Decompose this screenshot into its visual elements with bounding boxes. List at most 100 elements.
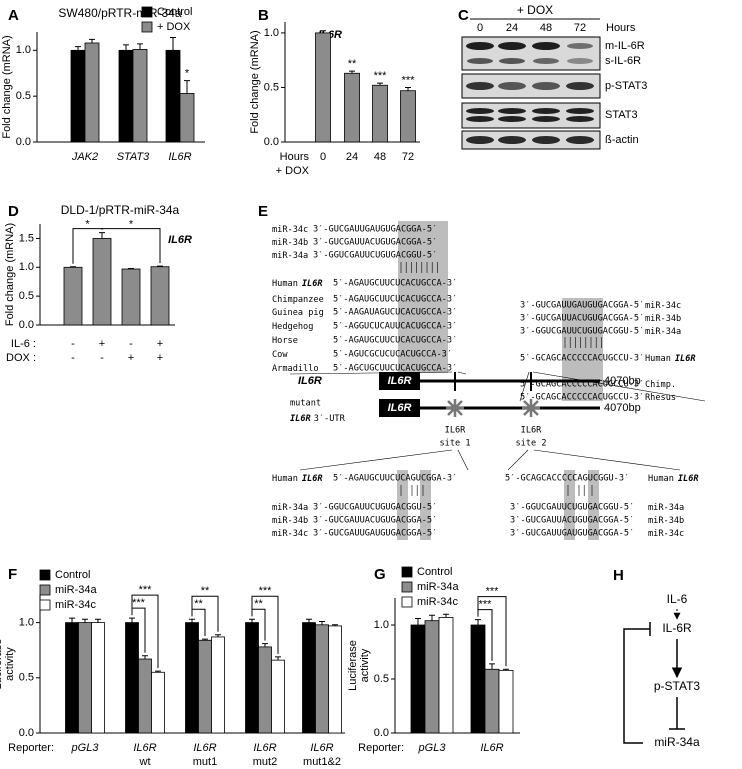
species-name: miR-34b: [272, 238, 308, 248]
y-tick-label: 1.0: [264, 27, 279, 39]
error-bar: [99, 232, 105, 239]
mutation-highlight: [397, 470, 408, 540]
bar: [84, 42, 100, 143]
error-bar: [306, 618, 312, 623]
sequence: 3′-GUCGAUUACUGUGACGGA-5′: [510, 516, 634, 526]
row-label: Chimpanzee: [272, 295, 324, 305]
legend-label: Control: [157, 6, 192, 18]
gene-label: IL6R: [298, 375, 322, 387]
error-bar: [202, 638, 208, 641]
band-label: s-IL-6R: [605, 55, 641, 67]
row-label: Cow: [272, 350, 288, 360]
species-name: miR-34b: [645, 314, 681, 324]
bar: [302, 622, 316, 734]
y-axis-label: Fold change (mRNA): [1, 35, 13, 138]
site-name: site 1: [439, 439, 470, 449]
blot-box: [461, 36, 601, 71]
condition-name: IL-6 :: [11, 338, 36, 350]
y-tick-label: 0.0: [374, 727, 389, 739]
error-bar: [184, 80, 190, 94]
y-tick-label: 0.5: [16, 90, 31, 102]
species-name: Chimpanzee: [272, 295, 324, 305]
error-bar: [70, 266, 76, 268]
error-bar: [320, 30, 326, 33]
condition-mark: -: [100, 352, 104, 364]
species-name: miR-34c: [272, 529, 308, 539]
bar: [438, 617, 454, 734]
bar: [410, 624, 426, 734]
x-axis-label: + DOX: [276, 165, 310, 177]
x-tick-label: IL6R: [480, 742, 503, 754]
error-bar: [170, 37, 176, 51]
bar: [372, 84, 388, 143]
legend-label: + DOX: [157, 21, 191, 33]
significance-label: *: [85, 219, 90, 231]
y-tick-label: 0.0: [264, 136, 279, 148]
blot-box: [461, 102, 601, 129]
panel-label: B: [258, 7, 269, 24]
sequence: 5′-AGAUGCUUCUCACUGCCA-3′: [333, 336, 457, 346]
inhibition-arrow: [669, 697, 685, 730]
row-label: miR-34a: [272, 251, 308, 261]
bar: [484, 668, 500, 734]
legend-swatch: [401, 596, 413, 608]
species-name: miR-34b: [648, 516, 684, 526]
sequence: 3′-GUCGAUUGAUGUGACGGA-5′: [313, 529, 437, 539]
y-tick-label: 1.5: [19, 232, 34, 244]
error-bar: [89, 38, 95, 43]
bar: [179, 93, 195, 143]
sequence: 5′-AGCUGCUUCUCACUGCCA-3′: [333, 364, 457, 374]
row-label: miR-34b: [272, 516, 308, 526]
y-tick-label: 0.0: [19, 319, 34, 331]
bar: [470, 624, 486, 734]
mutation-highlight: [420, 470, 431, 540]
sequence: 5′-GCAGCACCCCCAGUCGGU-3′: [505, 474, 629, 484]
gene-name: IL6R: [302, 474, 323, 484]
bar: [258, 646, 272, 734]
connector: [289, 371, 706, 402]
significance-label: ***: [374, 70, 388, 82]
time-unit-label: Hours: [606, 22, 636, 34]
significance-bracket: [251, 595, 279, 654]
bar: [498, 669, 514, 734]
seed-highlight: [398, 221, 448, 373]
x-tick-label: IL6R: [310, 742, 333, 754]
bar: [211, 636, 225, 734]
error-bar: [349, 70, 355, 74]
y-axis-label: Fold change (mRNA): [4, 223, 16, 326]
bar: [118, 49, 134, 143]
timepoint-label: 24: [506, 22, 518, 34]
sequence: 3′-GUCGAUUGAUGUGACGGA-5′: [313, 225, 437, 235]
y-tick-label: 1.0: [19, 617, 34, 629]
gene-name: IL6R: [678, 474, 699, 484]
species-name: miR-34a: [272, 251, 308, 261]
condition-mark: -: [71, 352, 75, 364]
error-bar: [405, 86, 411, 91]
error-bar: [189, 618, 195, 623]
sequence: 5′-GCAGCACCCCCACUGCCU-3′: [520, 393, 644, 403]
legend-label: Control: [55, 569, 90, 581]
legend-swatch: [141, 6, 153, 18]
bar: [185, 622, 199, 734]
y-axis-label: Luciferase: [0, 639, 4, 690]
significance-label: ***: [132, 597, 146, 609]
error-bar: [75, 46, 81, 51]
x-tick-sublabel: mut1: [193, 756, 217, 768]
significance-label: ***: [259, 585, 273, 597]
significance-label: **: [201, 585, 210, 597]
row-label: Human IL6R: [272, 474, 323, 484]
y-axis-label: activity: [359, 648, 371, 682]
pathway-arrows: [623, 609, 685, 744]
species-name: Guinea pig: [272, 308, 324, 318]
condition-mark: +: [128, 352, 134, 364]
error-bar: [82, 618, 88, 623]
error-bar: [332, 624, 338, 626]
bar: [132, 49, 148, 143]
species-name: miR-34c: [645, 301, 681, 311]
bar: [121, 268, 141, 326]
y-axis-label: Luciferase: [347, 640, 359, 691]
significance-label: *: [129, 219, 134, 231]
gene-name: IL6R: [675, 354, 696, 364]
legend-label: Control: [417, 566, 452, 578]
